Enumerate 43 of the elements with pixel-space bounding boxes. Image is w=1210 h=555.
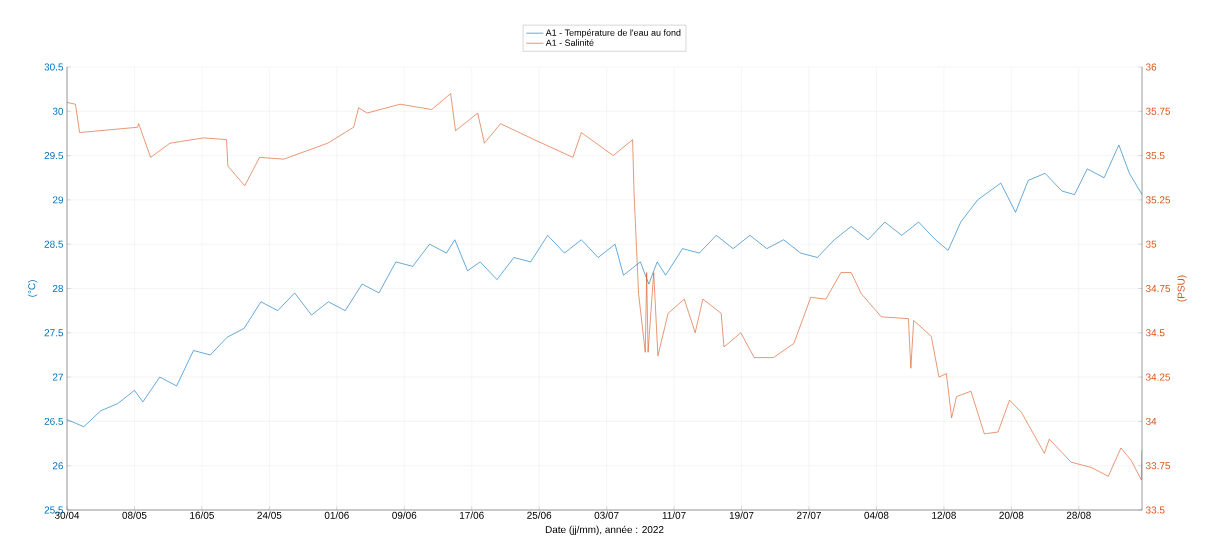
y-tick-label: 27.5 — [44, 329, 64, 337]
y-tick-label: 27 — [52, 373, 63, 381]
y-tick-label: 30 — [52, 107, 64, 115]
x-tick-label: 28/08 — [1066, 511, 1091, 519]
x-tick-label: 09/06 — [392, 511, 417, 519]
y2-tick-label: 33.75 — [1145, 462, 1171, 470]
y-tick-label: 29 — [52, 196, 64, 204]
y-tick-label: 30.5 — [44, 63, 64, 71]
y-tick-label: 26 — [52, 462, 64, 470]
x-tick-label: 27/07 — [797, 511, 821, 519]
x-tick-label: 20/08 — [999, 511, 1024, 519]
y2-tick-label: 33.5 — [1145, 506, 1165, 514]
y2-tick-label: 35.25 — [1145, 196, 1171, 204]
legend-label: A1 - Salinité — [545, 39, 594, 46]
y2-tick-label: 34.25 — [1145, 373, 1171, 381]
x-tick-label: 24/05 — [257, 511, 282, 519]
x-tick-label: 01/06 — [324, 511, 349, 519]
y-tick-label: 28 — [52, 284, 64, 293]
y-tick-label: 28.5 — [44, 240, 64, 248]
line-series — [67, 144, 1143, 428]
x-tick-label: 08/05 — [122, 511, 147, 519]
legend-label: A1 - Température de l'eau au fond — [545, 29, 681, 38]
y2-tick-label: 34.5 — [1145, 329, 1165, 337]
x-tick-label: 04/08 — [864, 511, 889, 519]
x-tick-label: 17/06 — [460, 511, 484, 519]
line-series — [67, 93, 1143, 481]
x-tick-label: 03/07 — [594, 511, 619, 519]
x-axis-title: Date (jj/mm), année : 2022 — [545, 525, 664, 536]
y2-tick-label: 34.75 — [1145, 284, 1171, 293]
y-tick-label: 26.5 — [44, 417, 64, 425]
x-tick-label: 16/05 — [190, 511, 214, 519]
y-tick-label: 29.5 — [44, 152, 64, 160]
x-tick-label: 25/06 — [527, 511, 552, 519]
y2-tick-label: 35.5 — [1145, 152, 1165, 160]
y2-tick-label: 35.75 — [1145, 107, 1171, 115]
y2-tick-label: 35 — [1145, 240, 1157, 248]
y2-tick-label: 36 — [1145, 63, 1157, 71]
y-axis-title: (°C) — [27, 280, 38, 297]
y2-tick-label: 34 — [1145, 417, 1157, 425]
x-tick-label: 19/07 — [729, 511, 754, 519]
y2-axis-title: (PSU) — [1177, 275, 1187, 302]
x-tick-label: 12/08 — [932, 511, 956, 519]
x-tick-label: 11/07 — [662, 511, 686, 519]
